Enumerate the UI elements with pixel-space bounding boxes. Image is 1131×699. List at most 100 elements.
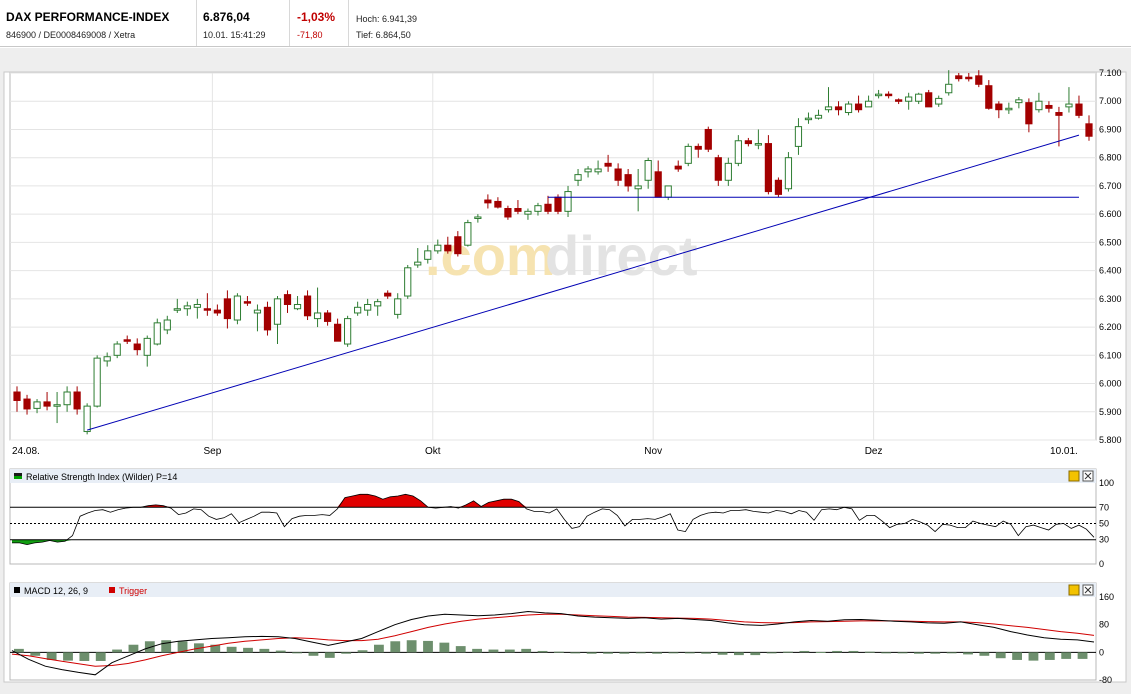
candle bbox=[113, 341, 121, 359]
candle-body bbox=[854, 103, 863, 111]
price-y-tick: 5.800 bbox=[1099, 435, 1122, 445]
candle bbox=[454, 231, 462, 257]
macd-histogram-bar bbox=[472, 648, 482, 653]
candle bbox=[915, 92, 923, 105]
candle bbox=[794, 118, 803, 155]
macd-histogram-bar bbox=[881, 652, 892, 654]
candle bbox=[834, 101, 843, 116]
candle-body bbox=[474, 216, 482, 219]
candle-body bbox=[484, 199, 492, 204]
candle bbox=[1065, 87, 1073, 113]
candle bbox=[364, 298, 372, 316]
candle bbox=[434, 239, 442, 254]
macd-histogram-bar bbox=[406, 640, 417, 653]
candle-body bbox=[574, 174, 582, 181]
macd-histogram-bar bbox=[439, 642, 450, 653]
index-identifier: 846900 / DE0008469008 / Xetra bbox=[6, 30, 136, 40]
candle-body bbox=[233, 295, 242, 321]
macd-histogram-bar bbox=[275, 650, 286, 653]
price-x-tick: Dez bbox=[865, 446, 883, 457]
candle bbox=[1035, 92, 1043, 113]
macd-histogram-bar bbox=[1061, 652, 1072, 659]
candle bbox=[494, 197, 502, 209]
rsi-y-tick: 0 bbox=[1099, 559, 1104, 569]
price-y-tick: 6.800 bbox=[1099, 153, 1122, 163]
candle bbox=[694, 143, 702, 158]
candle-body bbox=[494, 200, 502, 208]
candle-body bbox=[554, 196, 562, 212]
candle-body bbox=[1005, 107, 1013, 111]
macd-histogram-bar bbox=[963, 652, 973, 655]
candle-body bbox=[143, 337, 151, 356]
macd-histogram-bar bbox=[521, 648, 532, 653]
candle bbox=[123, 335, 131, 345]
candle-body bbox=[223, 298, 232, 320]
candle bbox=[804, 112, 813, 124]
candle-body bbox=[1035, 100, 1043, 111]
candle-body bbox=[203, 308, 211, 311]
candle bbox=[885, 91, 893, 99]
macd-histogram-bar bbox=[783, 651, 793, 653]
macd-legend-swatch bbox=[14, 587, 20, 593]
macd-histogram-bar bbox=[734, 652, 744, 656]
candle-body bbox=[364, 303, 372, 311]
candle bbox=[955, 73, 963, 82]
macd-histogram-bar bbox=[1028, 652, 1039, 661]
price-y-tick: 7.100 bbox=[1099, 68, 1122, 78]
last-price: 6.876,04 bbox=[203, 10, 250, 24]
macd-y-tick: 80 bbox=[1099, 620, 1109, 630]
candle bbox=[774, 177, 783, 198]
macd-histogram-bar bbox=[488, 649, 499, 653]
candle bbox=[925, 89, 933, 108]
candle bbox=[764, 135, 773, 195]
candle-body bbox=[103, 356, 111, 362]
macd-histogram-bar bbox=[864, 651, 875, 653]
price-x-tick: 10.01. bbox=[1050, 446, 1078, 457]
macd-y-tick: 0 bbox=[1099, 647, 1104, 657]
trigger-line bbox=[11, 613, 1095, 667]
candle bbox=[594, 160, 602, 175]
candle bbox=[233, 293, 242, 325]
candle-body bbox=[253, 309, 262, 314]
candle bbox=[424, 245, 432, 264]
macd-histogram-bar bbox=[308, 652, 319, 656]
watermark-part1: .com bbox=[425, 224, 556, 287]
candle-body bbox=[394, 298, 402, 315]
candle bbox=[704, 126, 712, 153]
candle-body bbox=[804, 117, 813, 121]
candle-body bbox=[774, 179, 783, 195]
macd-histogram-bar bbox=[701, 652, 712, 654]
header-range-cell: Hoch: 6.941,39 Tief: 6.864,50 bbox=[349, 0, 1130, 46]
chart-canvas: .com direct 5.800 5.900 6.000 6.100 6.200 6.3… bbox=[3, 68, 1127, 685]
macd-histogram-bar bbox=[799, 650, 810, 653]
candle bbox=[624, 168, 632, 192]
candle-body bbox=[694, 145, 702, 150]
rsi-line bbox=[12, 493, 1095, 546]
rsi-y-tick: 100 bbox=[1099, 478, 1114, 488]
candle-body bbox=[895, 99, 903, 102]
macd-histogram-bar bbox=[46, 652, 57, 660]
candle bbox=[444, 236, 452, 254]
candle-body bbox=[915, 93, 923, 102]
candle-body bbox=[93, 357, 101, 407]
candle bbox=[734, 135, 742, 167]
macd-settings-icon[interactable] bbox=[1068, 584, 1080, 596]
candle-body bbox=[764, 143, 773, 193]
rsi-settings-icon[interactable] bbox=[1068, 470, 1080, 482]
candle-body bbox=[133, 343, 141, 351]
candle bbox=[313, 287, 322, 328]
macd-histogram-bar bbox=[603, 652, 613, 654]
price-y-tick: 6.000 bbox=[1099, 379, 1122, 389]
quote-header: DAX PERFORMANCE-INDEX 846900 / DE0008469… bbox=[0, 0, 1131, 47]
macd-histogram-bar bbox=[423, 640, 433, 653]
macd-legend-label: MACD 12, 26, 9 bbox=[24, 586, 88, 596]
macd-histogram-bar bbox=[537, 650, 548, 653]
candle bbox=[464, 219, 472, 247]
candle bbox=[323, 310, 332, 326]
change-absolute: -71,80 bbox=[297, 30, 323, 40]
macd-histogram-bar bbox=[1044, 652, 1055, 660]
candle-body bbox=[874, 93, 883, 97]
candle-body bbox=[53, 404, 61, 407]
candle bbox=[73, 386, 81, 415]
macd-histogram-bar bbox=[750, 652, 761, 656]
